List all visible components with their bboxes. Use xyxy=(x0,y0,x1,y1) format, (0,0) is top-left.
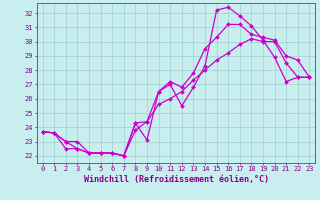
X-axis label: Windchill (Refroidissement éolien,°C): Windchill (Refroidissement éolien,°C) xyxy=(84,175,268,184)
